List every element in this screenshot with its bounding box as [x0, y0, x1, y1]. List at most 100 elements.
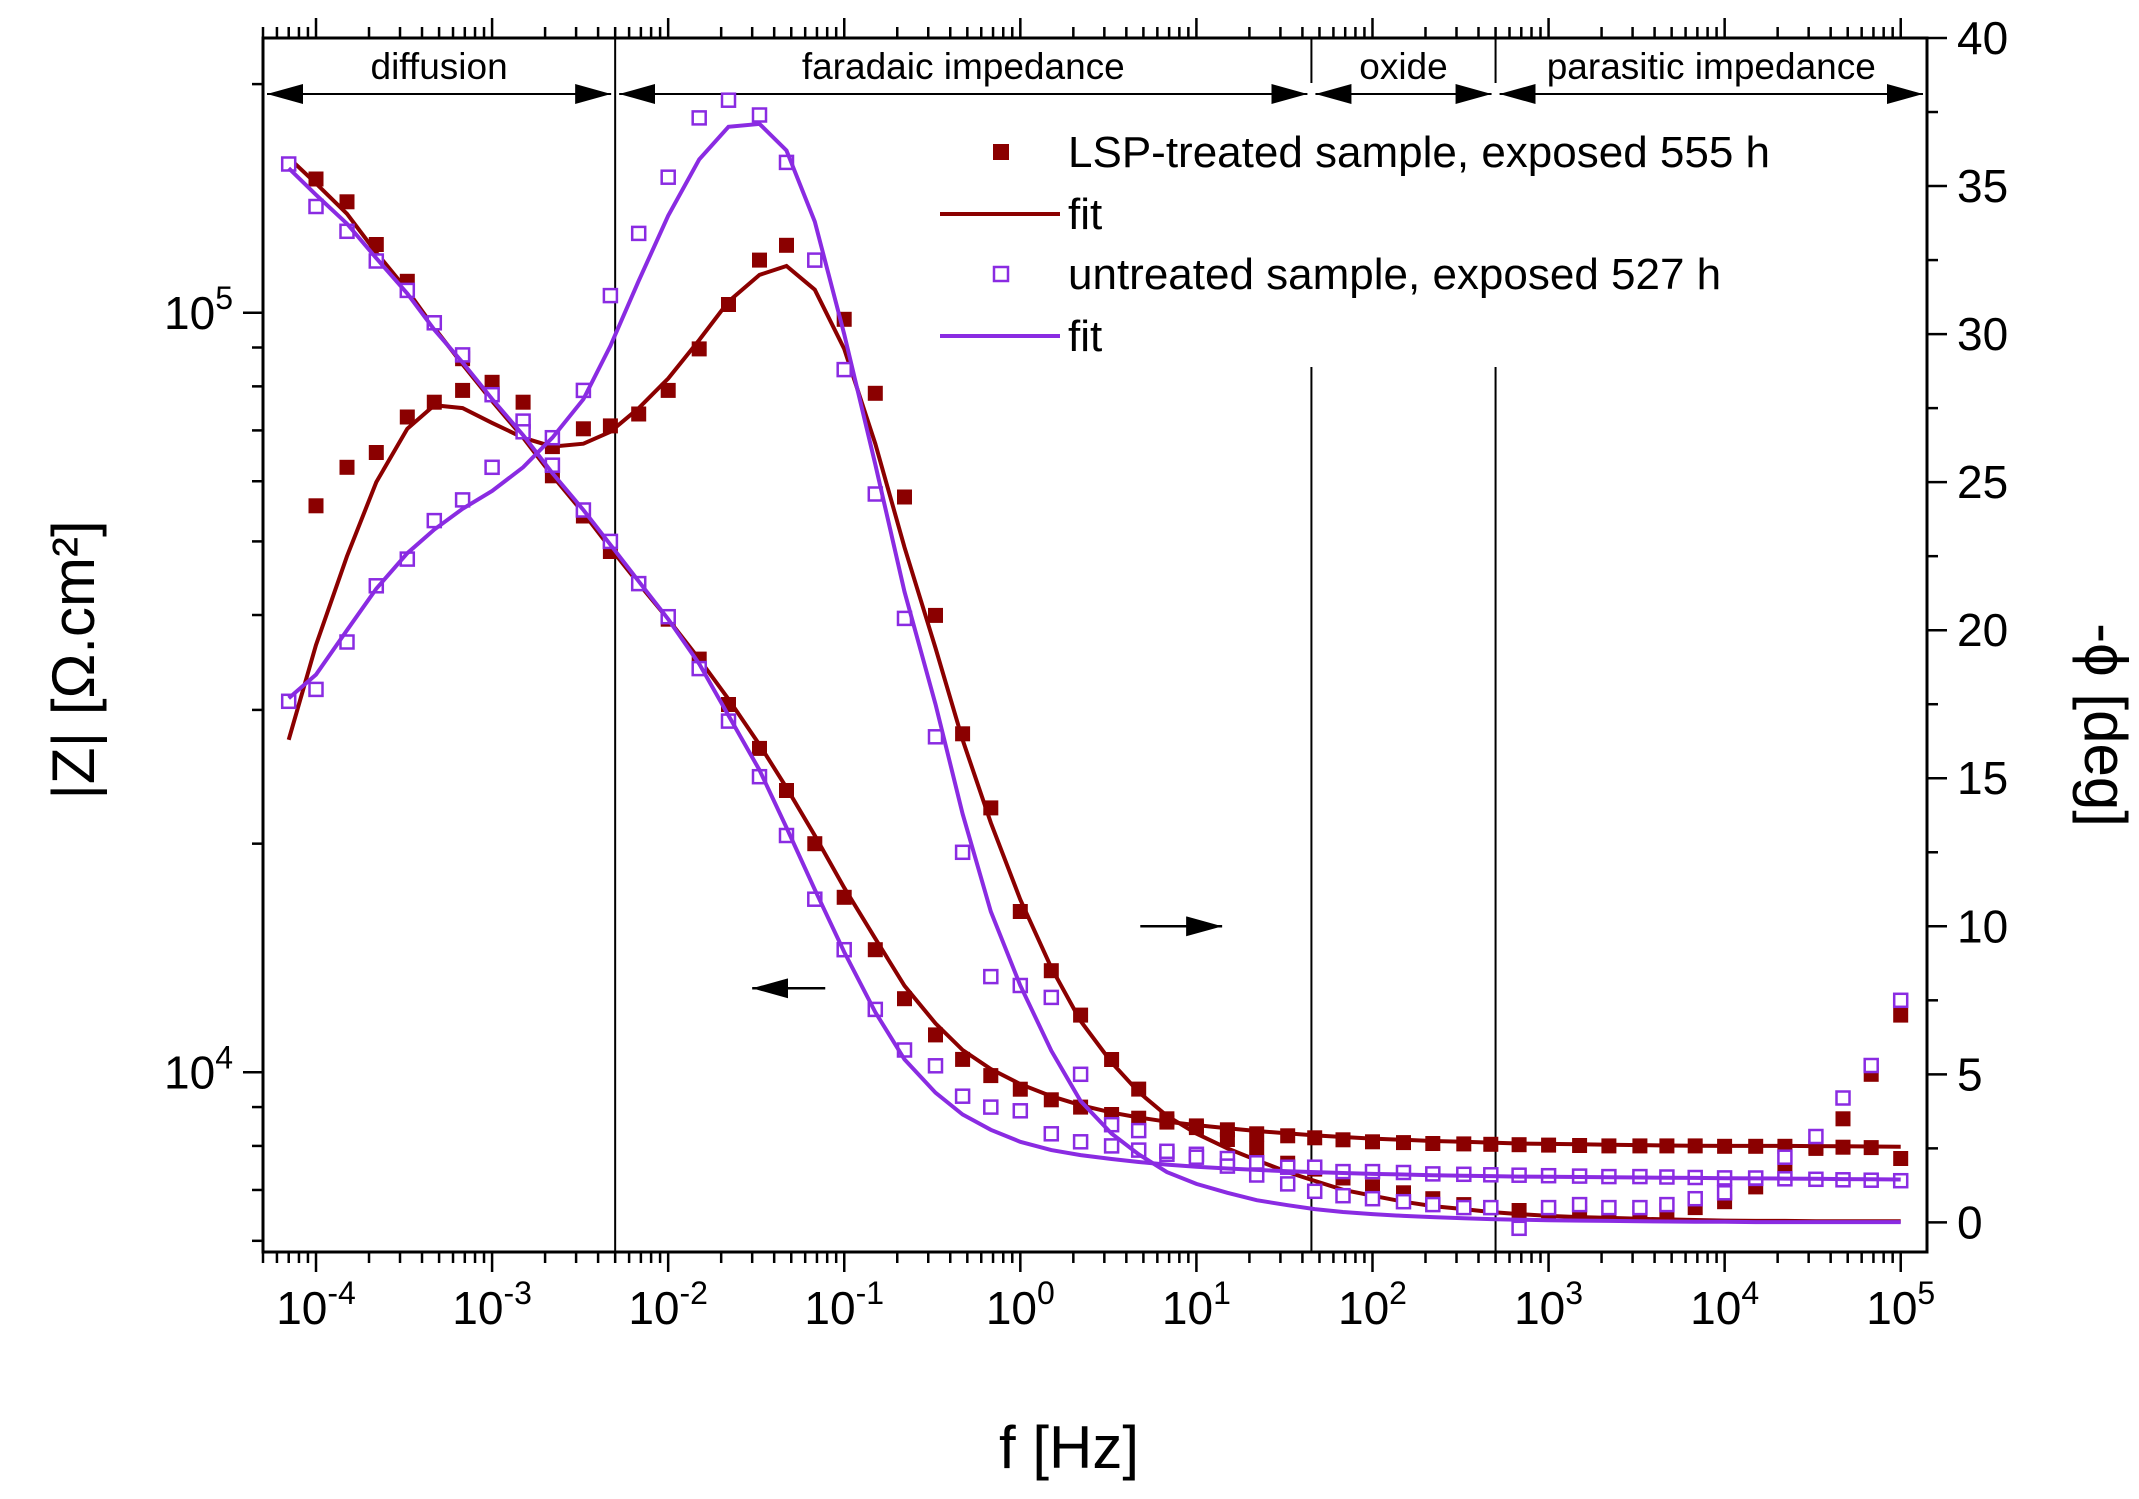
- axes-frame: [261, 36, 1929, 1254]
- impedance-point: [928, 1027, 943, 1043]
- impedance-point: [1364, 1163, 1381, 1180]
- impedance-point: [1335, 1132, 1351, 1148]
- phase-point: [339, 459, 355, 475]
- phase-point: [454, 492, 471, 508]
- phase-point: [1043, 989, 1060, 1006]
- fit-line-impedance: [287, 156, 1901, 1149]
- x-axis-title: f [Hz]: [999, 1414, 1139, 1481]
- legend: LSP-treated sample, exposed 555 h fit untr…: [940, 128, 1770, 361]
- phase-point: [515, 394, 531, 410]
- phase-point: [1835, 1111, 1851, 1127]
- phase-point: [308, 498, 324, 514]
- phase-point: [1188, 1149, 1205, 1165]
- phase-point: [897, 489, 912, 505]
- legend-item: untreated sample, exposed 527 h: [992, 250, 1721, 299]
- y-right-tick-label: 10: [1957, 900, 2008, 952]
- legend-label: untreated sample, exposed 527 h: [1068, 250, 1721, 299]
- impedance-point: [1396, 1135, 1411, 1151]
- x-tick-label: 10-4: [276, 1275, 356, 1334]
- legend-item: fit: [940, 190, 1102, 239]
- legend-item: fit: [940, 312, 1102, 361]
- impedance-point: [1280, 1128, 1296, 1144]
- x-tick-label: 101: [1162, 1275, 1231, 1334]
- region-label: faradaic impedance: [802, 46, 1125, 87]
- phase-point: [867, 385, 883, 401]
- phase-point: [1219, 1132, 1235, 1147]
- phase-point: [1511, 1220, 1527, 1237]
- impedance-point: [1425, 1136, 1441, 1151]
- phase-point: [1632, 1199, 1648, 1216]
- x-tick-label: 103: [1514, 1275, 1583, 1334]
- direction-arrows: [752, 916, 1223, 999]
- phase-point: [1456, 1199, 1472, 1216]
- legend-label: fit: [1068, 190, 1102, 239]
- impedance-point: [1072, 1134, 1089, 1150]
- impedance-point: [897, 991, 912, 1007]
- x-tick-label: 10-1: [804, 1275, 884, 1334]
- y-right-tick-label: 25: [1957, 456, 2008, 508]
- impedance-point: [927, 1058, 944, 1074]
- region-label: oxide: [1359, 46, 1447, 87]
- y-right-tick-label: 20: [1957, 604, 2008, 656]
- phase-point: [368, 445, 384, 460]
- phase-point: [779, 237, 794, 253]
- impedance-point: [983, 1099, 999, 1115]
- y-right-axis-title: -ϕ [deg]: [2072, 623, 2139, 827]
- region-label: diffusion: [371, 46, 508, 87]
- series-0: [308, 171, 1909, 1221]
- phase-point: [983, 968, 999, 985]
- phase-point: [807, 252, 823, 268]
- legend-marker-swatch: [992, 265, 1010, 283]
- phase-point: [630, 225, 647, 242]
- y-left-axis-title: |Z| [Ω.cm²]: [40, 520, 107, 799]
- phase-point: [954, 844, 971, 861]
- phase-point: [1892, 992, 1909, 1009]
- phase-point: [1279, 1176, 1296, 1192]
- phase-point: [751, 107, 768, 123]
- region-layer: diffusion faradaic impedance oxide parasiti…: [267, 38, 1923, 1252]
- phase-point: [308, 681, 324, 698]
- y-right-tick-label: 5: [1957, 1048, 1983, 1100]
- legend-label: LSP-treated sample, exposed 555 h: [1068, 128, 1770, 177]
- y-left-tick-label: 104: [164, 1039, 233, 1098]
- phase-point: [1659, 1196, 1675, 1213]
- phase-point: [1540, 1199, 1557, 1216]
- x-tick-label: 104: [1690, 1275, 1759, 1334]
- y-right-tick-label: 15: [1957, 752, 2008, 804]
- impedance-point: [1307, 1130, 1323, 1146]
- phase-point: [752, 252, 767, 268]
- x-tick-label: 102: [1338, 1275, 1407, 1334]
- impedance-point: [1103, 1138, 1120, 1154]
- x-tick-label: 100: [986, 1275, 1055, 1334]
- fit-line-impedance: [287, 166, 1901, 1182]
- fit-line-phase: [286, 263, 1901, 1224]
- phase-point: [1365, 1179, 1380, 1195]
- phase-point: [1364, 1190, 1381, 1207]
- impedance-point: [1893, 1151, 1909, 1166]
- phase-point: [927, 729, 944, 745]
- phase-point: [1863, 1057, 1879, 1074]
- phase-point: [399, 409, 415, 425]
- phase-point: [484, 459, 500, 476]
- phase-point: [602, 287, 619, 304]
- impedance-point: [339, 194, 355, 210]
- phase-point: [1716, 1185, 1733, 1201]
- y-right-tick-label: 30: [1957, 308, 2008, 360]
- x-tick-label: 10-3: [452, 1275, 532, 1334]
- impedance-point: [1012, 1103, 1029, 1119]
- fit-line-phase: [287, 121, 1901, 1225]
- region-label: parasitic impedance: [1547, 46, 1876, 87]
- impedance-point: [955, 1051, 971, 1067]
- y-left-tick-label: 105: [164, 280, 233, 339]
- phase-point: [1687, 1190, 1703, 1207]
- legend-marker-swatch: [993, 144, 1009, 160]
- y-right-tick-label: 35: [1957, 160, 2008, 212]
- phase-point: [660, 382, 676, 398]
- x-tick-label: 10-2: [628, 1275, 708, 1334]
- phase-point: [691, 110, 707, 126]
- phase-point: [1072, 1066, 1089, 1083]
- series-layer: [280, 92, 1909, 1237]
- series-3: [287, 121, 1901, 1225]
- y-right-tick-label: 40: [1957, 12, 2008, 64]
